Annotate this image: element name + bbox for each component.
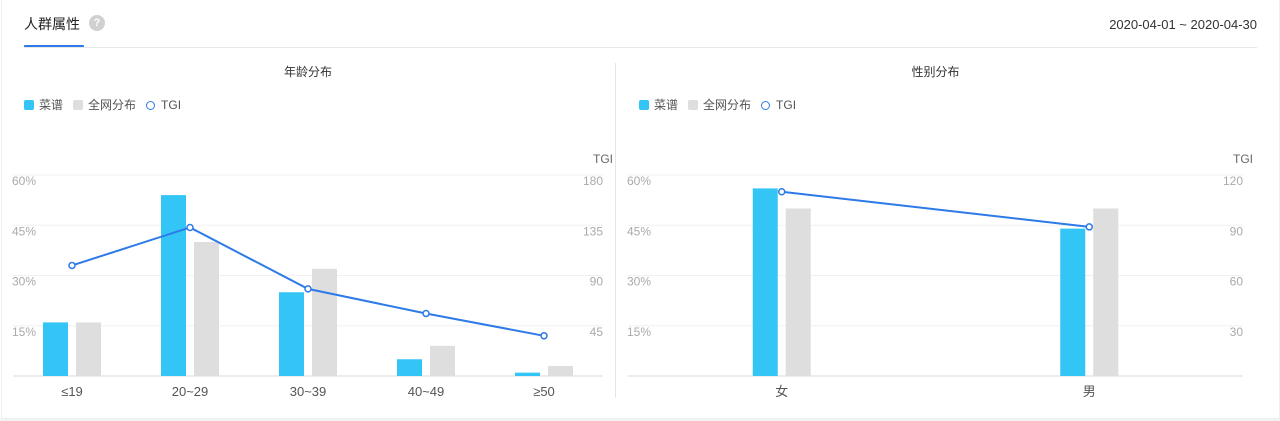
legend-item-tgi[interactable]: TGI bbox=[146, 97, 181, 113]
bar-recipe[interactable] bbox=[515, 372, 540, 376]
legend-swatch-recipe-icon bbox=[24, 100, 34, 110]
legend-item-network[interactable]: 全网分布 bbox=[688, 97, 751, 113]
legend-swatch-recipe-icon bbox=[639, 100, 649, 110]
legend-circle-tgi-icon bbox=[761, 100, 771, 110]
y2-axis-tick-label: 60 bbox=[1230, 275, 1244, 289]
y2-axis-tick-label: 45 bbox=[590, 325, 604, 339]
y2-axis-tick-label: 180 bbox=[583, 174, 603, 188]
tgi-line bbox=[781, 190, 1090, 228]
y2-axis-tick-label: 90 bbox=[590, 275, 604, 289]
legend-label: 全网分布 bbox=[703, 98, 752, 112]
card-bottom-border bbox=[0, 419, 1280, 421]
bar-network[interactable] bbox=[430, 345, 455, 376]
y-axis-tick-label: 45% bbox=[12, 224, 36, 238]
y-axis-tick-label: 15% bbox=[627, 325, 651, 339]
header-divider bbox=[24, 47, 1257, 48]
x-axis-tick-label: 20~29 bbox=[172, 384, 209, 399]
gender-chart-legend: 菜谱 全网分布 TGI bbox=[639, 97, 806, 113]
bar-recipe[interactable] bbox=[279, 292, 304, 376]
y2-axis-title: TGI bbox=[1233, 152, 1253, 166]
legend-item-recipe[interactable]: 菜谱 bbox=[24, 97, 63, 113]
tgi-point[interactable] bbox=[304, 285, 312, 293]
tgi-point[interactable] bbox=[778, 188, 786, 196]
x-axis-tick-label: 男 bbox=[1083, 384, 1096, 399]
bar-recipe[interactable] bbox=[1060, 228, 1086, 376]
bar-network[interactable] bbox=[1093, 208, 1119, 377]
date-range: 2020-04-01 ~ 2020-04-30 bbox=[1109, 17, 1257, 32]
bar-network[interactable] bbox=[194, 242, 219, 376]
x-axis-tick-label: 女 bbox=[775, 384, 788, 399]
bar-recipe[interactable] bbox=[752, 188, 778, 376]
legend-circle-tgi-icon bbox=[146, 100, 156, 110]
tgi-line bbox=[71, 226, 545, 337]
legend-label: 菜谱 bbox=[39, 98, 64, 112]
y-axis-tick-label: 30% bbox=[12, 275, 36, 289]
x-axis-tick-label: 30~39 bbox=[290, 384, 327, 399]
x-axis-tick-label: ≥50 bbox=[533, 384, 555, 399]
question-circle-icon[interactable]: ? bbox=[89, 15, 105, 31]
y-axis-tick-label: 60% bbox=[627, 174, 651, 188]
legend-label: TGI bbox=[161, 98, 182, 112]
y-axis-tick-label: 45% bbox=[627, 224, 651, 238]
bar-network[interactable] bbox=[785, 208, 811, 377]
tab-crowd-attributes[interactable]: 人群属性 bbox=[24, 16, 80, 32]
legend-label: 全网分布 bbox=[88, 98, 137, 112]
gender-chart-title: 性别分布 bbox=[911, 65, 960, 79]
legend-item-recipe[interactable]: 菜谱 bbox=[639, 97, 678, 113]
y2-axis-tick-label: 30 bbox=[1230, 325, 1244, 339]
y2-axis-title: TGI bbox=[593, 152, 613, 166]
legend-swatch-network-icon bbox=[688, 100, 699, 110]
bar-network[interactable] bbox=[76, 322, 101, 376]
tgi-point[interactable] bbox=[186, 223, 194, 232]
x-axis-tick-label: 40~49 bbox=[408, 384, 445, 399]
legend-label: 菜谱 bbox=[654, 98, 679, 112]
legend-swatch-network-icon bbox=[73, 100, 84, 110]
bar-recipe[interactable] bbox=[161, 195, 186, 376]
bar-recipe[interactable] bbox=[43, 322, 68, 376]
y2-axis-tick-label: 135 bbox=[583, 224, 603, 238]
age-chart-legend: 菜谱 全网分布 TGI bbox=[24, 97, 191, 113]
legend-label: TGI bbox=[776, 98, 797, 112]
tgi-point[interactable] bbox=[68, 261, 76, 270]
tgi-point[interactable] bbox=[540, 332, 548, 340]
tgi-point[interactable] bbox=[1085, 223, 1093, 231]
bar-network[interactable] bbox=[548, 365, 573, 376]
age-chart-title: 年龄分布 bbox=[283, 65, 332, 79]
x-axis-tick-label: ≤19 bbox=[61, 384, 83, 399]
y-axis-tick-label: 60% bbox=[12, 174, 36, 188]
legend-item-network[interactable]: 全网分布 bbox=[73, 97, 136, 113]
y2-axis-tick-label: 120 bbox=[1223, 174, 1243, 188]
y2-axis-tick-label: 90 bbox=[1230, 224, 1244, 238]
legend-item-tgi[interactable]: TGI bbox=[761, 97, 796, 113]
y-axis-tick-label: 15% bbox=[12, 325, 36, 339]
bar-recipe[interactable] bbox=[397, 359, 422, 376]
y-axis-tick-label: 30% bbox=[627, 275, 651, 289]
active-tab-indicator bbox=[24, 45, 84, 48]
tgi-point[interactable] bbox=[422, 309, 430, 318]
charts-divider bbox=[615, 63, 616, 398]
bar-network[interactable] bbox=[312, 268, 337, 376]
